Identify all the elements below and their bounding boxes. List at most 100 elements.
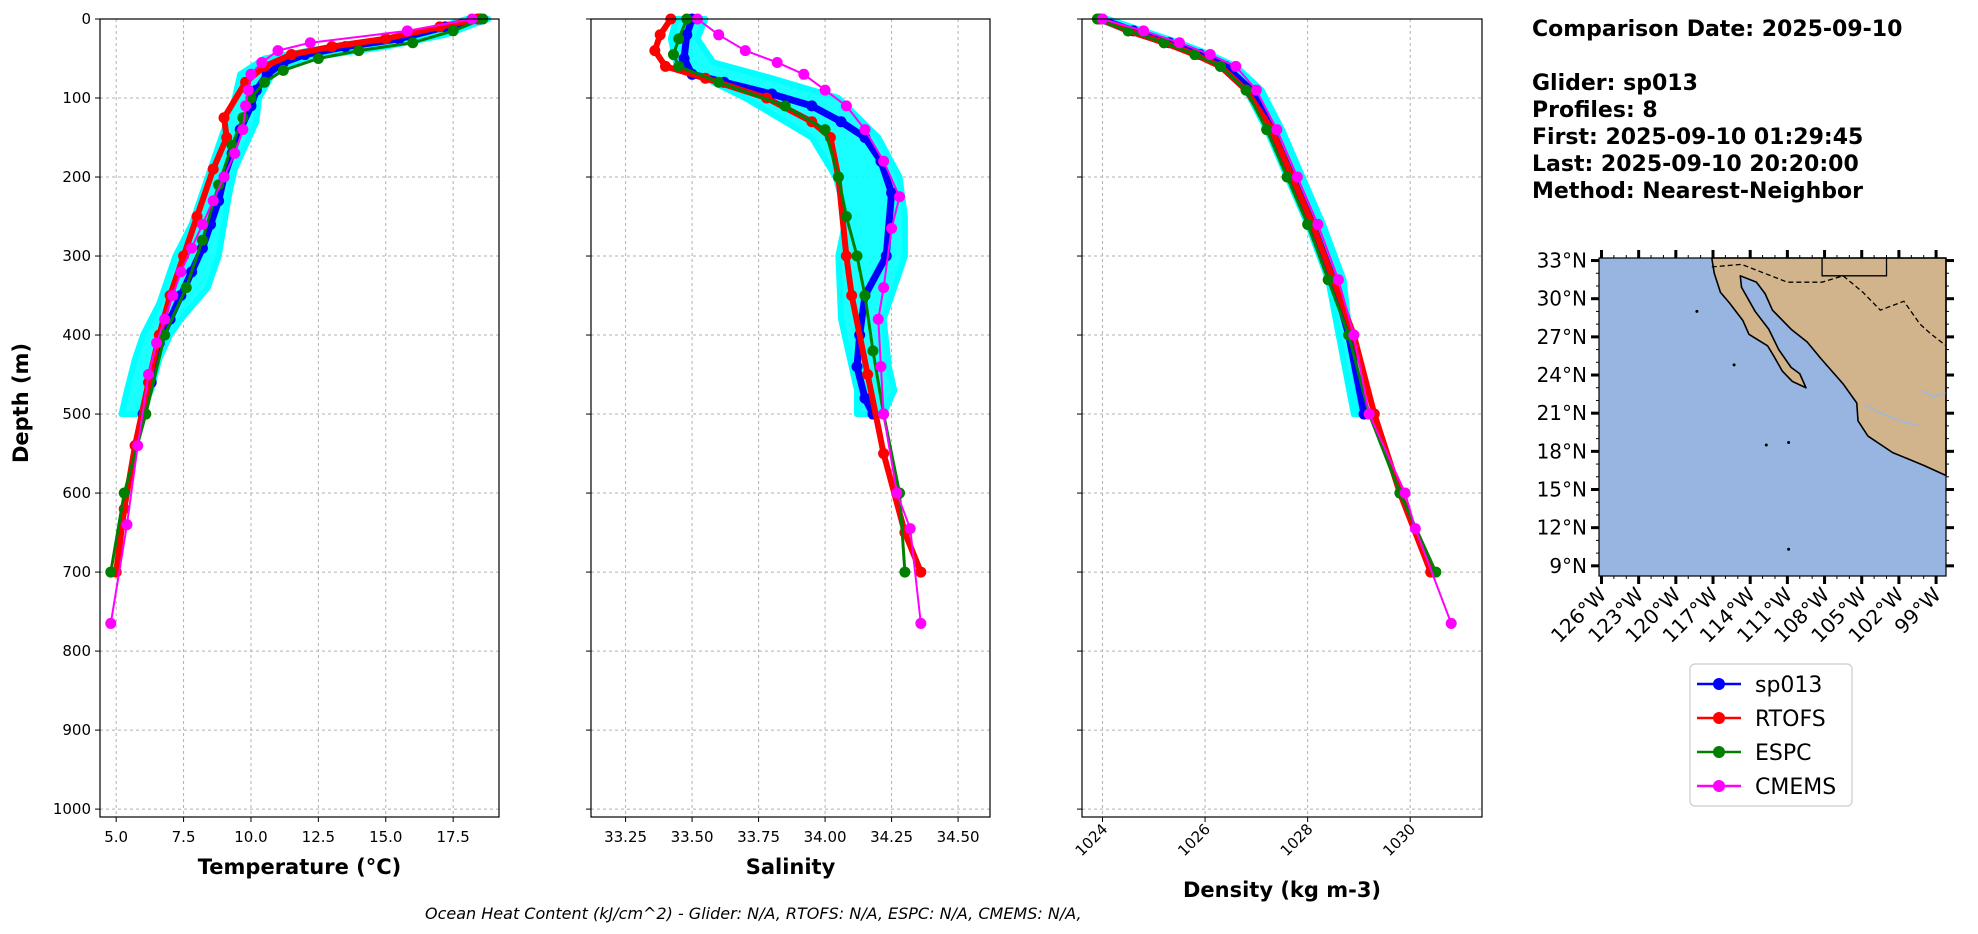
point-espc (312, 53, 324, 65)
point-cmems (878, 155, 890, 167)
point-rtofs (326, 41, 338, 53)
point-cmems (105, 617, 117, 629)
profile-panels: 0 100 200 300 400 500 600 700 800 900 1000 5.0 7.5 10… (53, 10, 1483, 902)
point-cmems (1399, 487, 1411, 499)
series-line-cmems (1102, 18, 1453, 624)
x-tick-label: 15.0 (369, 828, 402, 846)
y-tick-label: 400 (62, 326, 91, 344)
point-espc (1261, 124, 1273, 136)
point-rtofs (915, 566, 927, 578)
point-espc (1322, 274, 1334, 286)
map-lat-label: 9°N (1549, 554, 1587, 578)
legend-label-rtofs: RTOFS (1755, 707, 1826, 732)
point-rtofs (654, 29, 666, 41)
legend-marker-cmems (1713, 780, 1725, 792)
x-axis-label: Salinity (746, 855, 836, 879)
y-tick-label: 300 (62, 247, 91, 265)
map-lat-label: 12°N (1537, 516, 1587, 540)
x-tick-label: 34.50 (937, 828, 980, 846)
map-state-border (1821, 258, 1888, 277)
point-espc (851, 250, 863, 262)
point-espc (180, 282, 192, 294)
point-cmems (196, 218, 208, 230)
point-espc (779, 100, 791, 112)
point-cmems (1445, 617, 1457, 629)
info-line-0: Comparison Date: 2025-09-10 (1532, 17, 1902, 42)
map-river (1863, 404, 1918, 427)
series-line-cmems (109, 18, 473, 624)
point-espc (819, 124, 831, 136)
x-tick-label: 33.75 (737, 828, 780, 846)
point-rtofs (434, 21, 446, 33)
point-cmems (891, 487, 903, 499)
point-espc (867, 345, 879, 357)
map-island (1787, 547, 1791, 551)
point-cmems (229, 147, 241, 159)
panel-0: 0 100 200 300 400 500 600 700 800 900 1000 5.0 7.5 10… (53, 10, 500, 879)
map-lat-label: 33°N (1537, 249, 1587, 273)
legend-label-espc: ESPC (1755, 741, 1812, 766)
map-lat-label: 27°N (1537, 325, 1587, 349)
axes-frame (590, 18, 991, 818)
map-lat-label: 21°N (1537, 401, 1587, 425)
point-cmems (1204, 49, 1216, 61)
point-rtofs (659, 60, 671, 72)
point-cmems (1250, 84, 1262, 96)
info-line-3: Profiles: 8 (1532, 98, 1658, 123)
point-espc (667, 49, 679, 61)
y-tick-label: 600 (62, 484, 91, 502)
point-cmems (1230, 60, 1242, 72)
point-cmems (915, 617, 927, 629)
point-cmems (1332, 274, 1344, 286)
point-sp013 (835, 116, 847, 128)
point-cmems (1348, 329, 1360, 341)
point-cmems (242, 84, 254, 96)
point-rtofs (221, 132, 233, 144)
map-land (1710, 257, 1947, 477)
ohc-footer: Ocean Heat Content (kJ/cm^2) - Glider: N… (425, 904, 1082, 923)
point-cmems (218, 171, 230, 183)
panel-2: 1024 1026 1028 1030 Density (kg m-3) (1072, 13, 1483, 902)
point-cmems (186, 242, 198, 254)
point-sp013 (859, 392, 871, 404)
y-tick-label: 1000 (53, 800, 91, 818)
point-rtofs (846, 290, 858, 302)
point-sp013 (806, 100, 818, 112)
point-cmems (771, 56, 783, 68)
series-line-cmems (696, 18, 922, 624)
point-espc (105, 566, 117, 578)
point-espc (277, 64, 289, 76)
axes-frame (99, 18, 500, 818)
legend-marker-rtofs (1713, 712, 1725, 724)
point-cmems (894, 191, 906, 203)
x-tick-label: 33.50 (671, 828, 714, 846)
x-tick-label: 5.0 (104, 828, 128, 846)
point-cmems (245, 68, 257, 80)
x-tick-label: 1024 (1072, 820, 1112, 860)
map-lat-label: 15°N (1537, 478, 1587, 502)
x-tick-label: 12.5 (302, 828, 335, 846)
point-sp013 (851, 361, 863, 373)
point-espc (407, 37, 419, 49)
point-cmems (798, 68, 810, 80)
point-cmems (1291, 171, 1303, 183)
point-espc (713, 76, 725, 88)
info-line-4: First: 2025-09-10 01:29:45 (1532, 125, 1863, 150)
map-lat-label: 24°N (1537, 363, 1587, 387)
legend: sp013 RTOFS ESPC CMEMS (1689, 663, 1853, 807)
info-block: Comparison Date: 2025-09-10 Glider: sp01… (1532, 17, 1902, 204)
legend-box (1689, 663, 1853, 807)
point-rtofs (649, 45, 661, 57)
x-tick-label: 1030 (1379, 820, 1419, 860)
point-rtofs (878, 448, 890, 460)
point-cmems (886, 222, 898, 234)
point-sp013 (678, 53, 690, 65)
point-espc (159, 329, 171, 341)
point-espc (353, 45, 365, 57)
info-line-2: Glider: sp013 (1532, 71, 1698, 96)
legend-label-cmems: CMEMS (1755, 775, 1836, 800)
x-tick-label: 17.5 (436, 828, 469, 846)
point-espc (832, 171, 844, 183)
point-sp013 (880, 250, 892, 262)
point-cmems (121, 519, 133, 531)
